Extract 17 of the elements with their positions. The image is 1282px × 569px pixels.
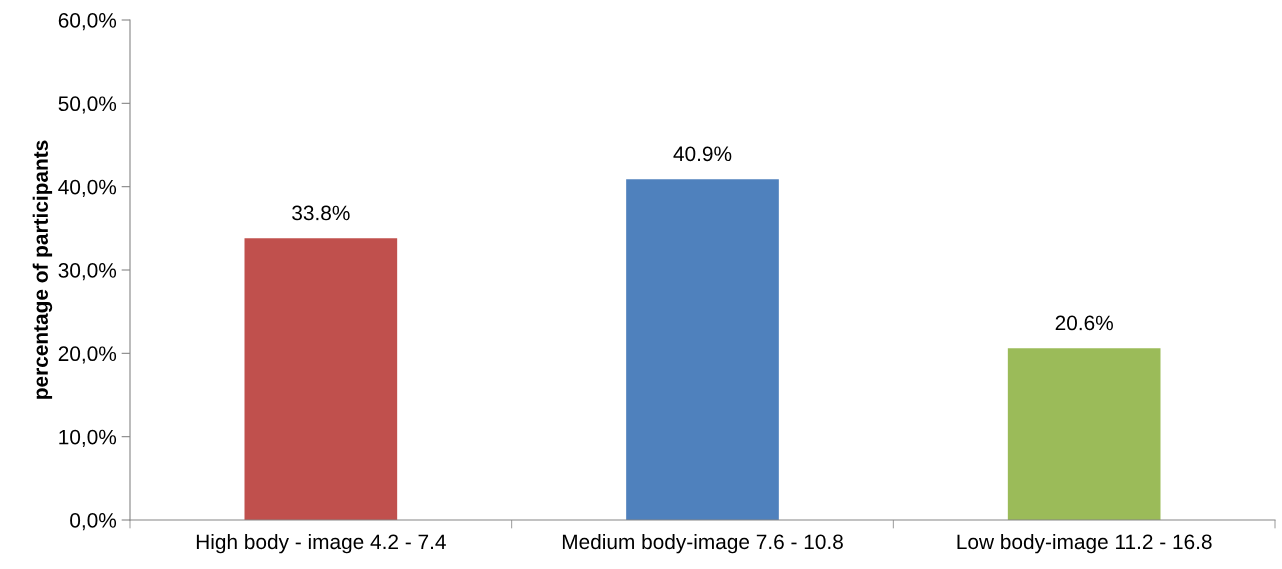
y-tick-label: 20,0%: [58, 346, 117, 364]
data-label: 33.8%: [292, 205, 350, 221]
x-tick-label: Low body-image 11.2 - 16.8: [957, 533, 1212, 554]
data-label: 40.9%: [673, 146, 732, 162]
y-tick-label: 10,0%: [59, 429, 117, 447]
y-tick-label: 40,0%: [58, 179, 117, 197]
x-tick-label: High body - image 4.2 - 7.4: [196, 533, 446, 554]
y-tick-label: 50,0%: [58, 96, 117, 114]
x-tick-label: Medium body-image 7.6 - 10.8: [562, 533, 843, 554]
y-tick-label: 60,0%: [58, 13, 117, 31]
bar: [626, 179, 779, 520]
y-tick-label: 0,0%: [70, 513, 117, 531]
y-tick-label: 30,0%: [58, 263, 117, 281]
data-label: 20.6%: [1055, 315, 1113, 331]
y-axis-title: percentage of participants: [32, 140, 53, 399]
bar: [1007, 348, 1161, 520]
bar: [244, 238, 398, 520]
